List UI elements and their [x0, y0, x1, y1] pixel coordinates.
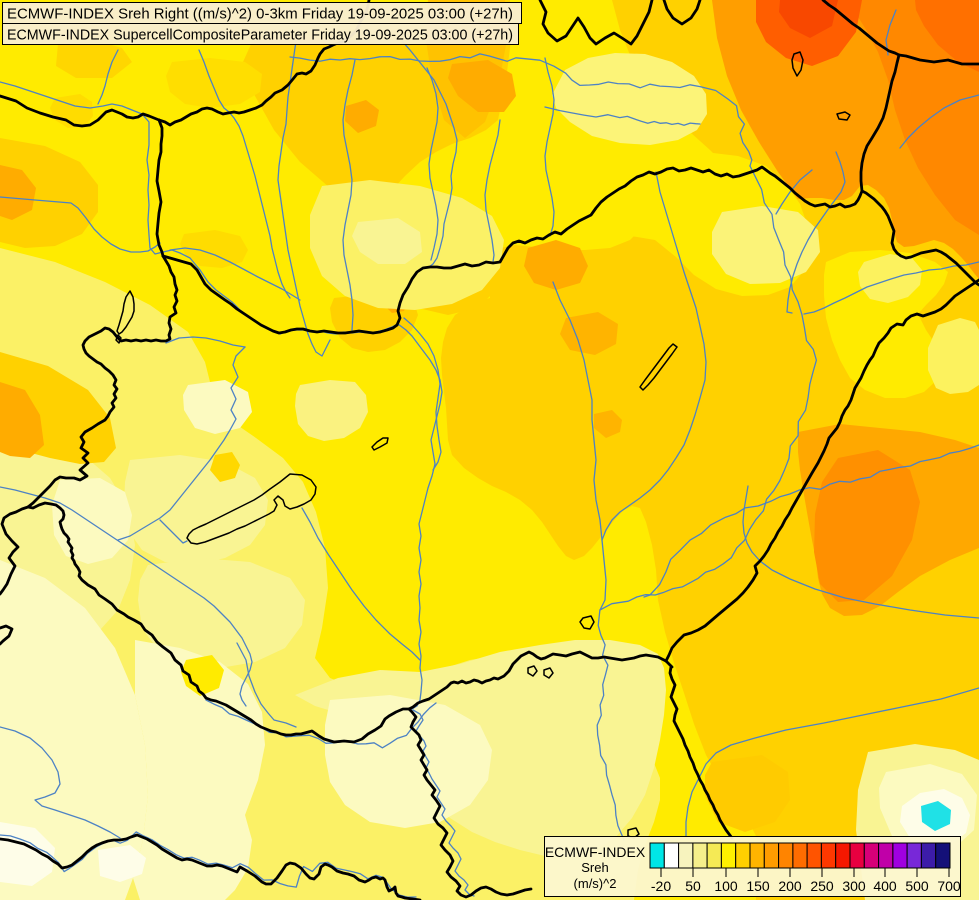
svg-text:Sreh: Sreh	[581, 860, 608, 875]
svg-text:50: 50	[685, 878, 701, 894]
svg-text:250: 250	[810, 878, 834, 894]
svg-text:500: 500	[905, 878, 929, 894]
svg-text:700: 700	[937, 878, 961, 894]
svg-text:ECMWF-INDEX Sreh Right ((m/s)^: ECMWF-INDEX Sreh Right ((m/s)^2) 0-3km F…	[7, 6, 513, 23]
svg-text:150: 150	[746, 878, 770, 894]
svg-text:200: 200	[778, 878, 802, 894]
svg-text:300: 300	[842, 878, 866, 894]
svg-text:ECMWF-INDEX SupercellComposite: ECMWF-INDEX SupercellCompositeParameter …	[7, 27, 513, 44]
svg-text:-20: -20	[651, 878, 671, 894]
svg-text:ECMWF-INDEX: ECMWF-INDEX	[545, 844, 646, 860]
svg-text:(m/s)^2: (m/s)^2	[574, 876, 617, 891]
svg-text:100: 100	[714, 878, 738, 894]
svg-text:400: 400	[873, 878, 897, 894]
